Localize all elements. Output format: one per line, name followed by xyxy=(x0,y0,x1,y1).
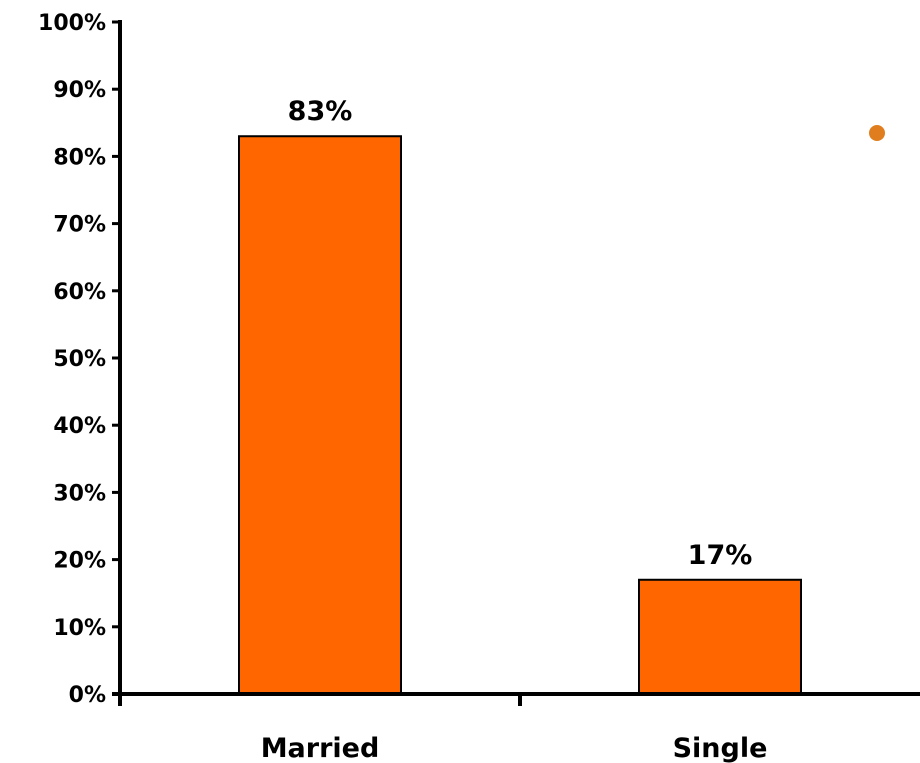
legend-marker xyxy=(869,125,885,141)
y-tick-label: 10% xyxy=(53,616,106,641)
axes-group xyxy=(112,20,920,706)
x-category-label: Single xyxy=(673,733,768,763)
data-label: 17% xyxy=(688,540,753,571)
y-tick-label: 50% xyxy=(53,347,106,372)
y-tick-label: 40% xyxy=(53,414,106,439)
y-tick-label: 20% xyxy=(53,549,106,574)
y-tick-label: 30% xyxy=(53,481,106,506)
y-axis-ticks: 0% 10% 20% 30% 40% 50% 60% 70% 80% 90% 100% xyxy=(38,11,120,708)
data-label: 83% xyxy=(288,96,353,127)
y-tick-label: 60% xyxy=(53,280,106,305)
y-tick-label: 100% xyxy=(38,11,106,36)
bar-married xyxy=(238,135,402,696)
bars-group xyxy=(238,135,802,696)
y-tick-label: 80% xyxy=(53,145,106,170)
y-tick-label: 0% xyxy=(69,683,106,708)
labels-group: 83% Married 17% Single xyxy=(261,96,768,763)
legend xyxy=(869,125,885,141)
y-tick-label: 90% xyxy=(53,78,106,103)
bar-single xyxy=(638,578,802,696)
y-tick-label: 70% xyxy=(53,213,106,238)
x-category-label: Married xyxy=(261,733,380,763)
